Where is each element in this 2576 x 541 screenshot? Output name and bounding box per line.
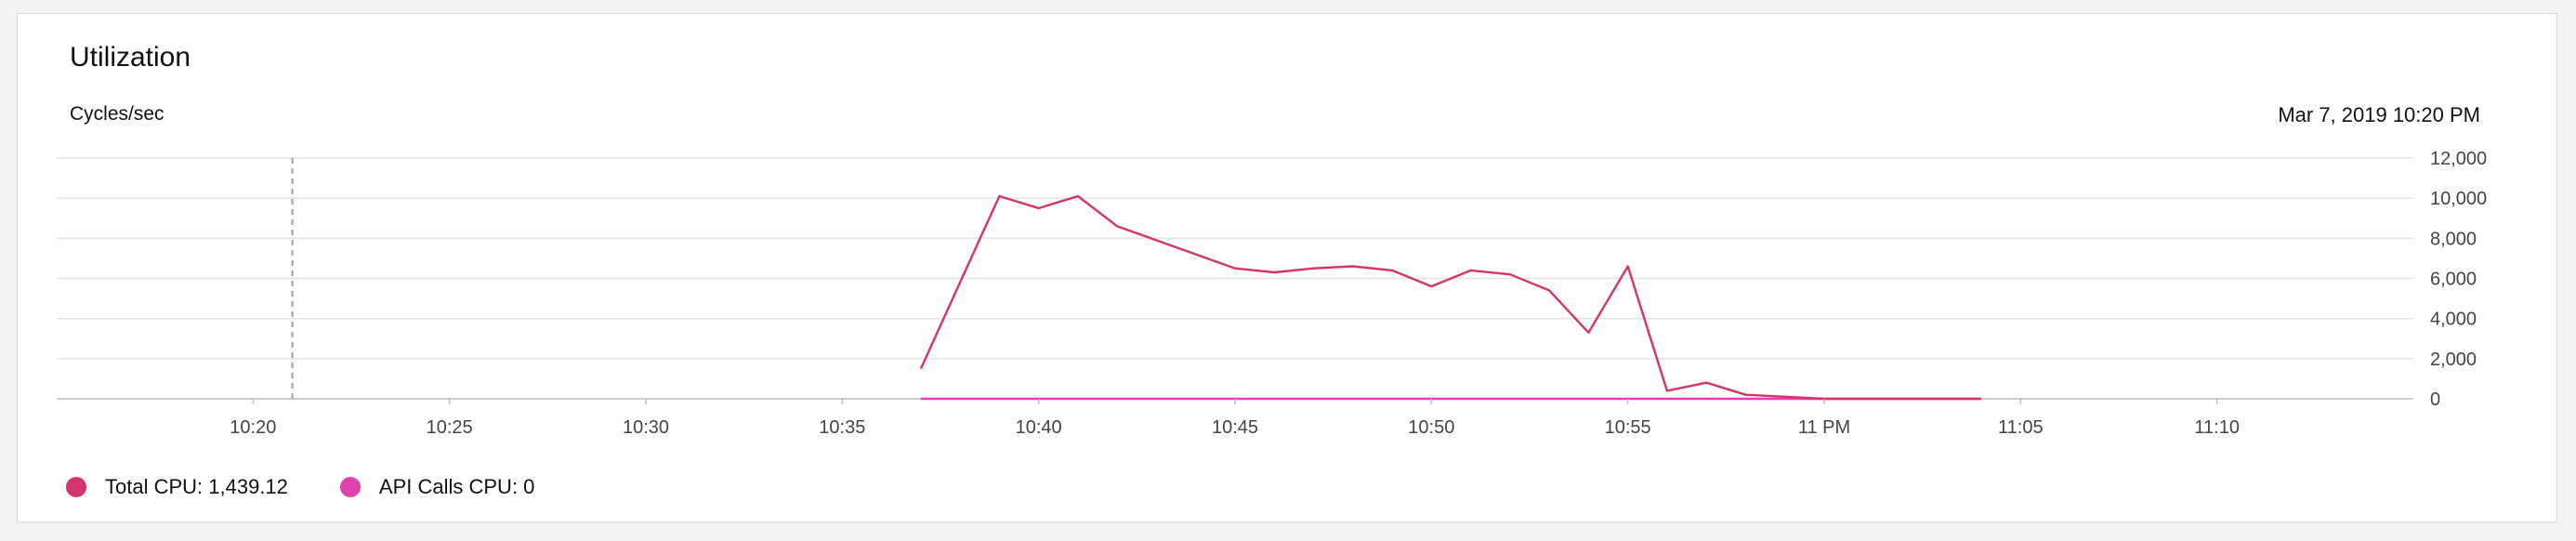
legend-item-api-calls-cpu[interactable]: API Calls CPU: 0	[339, 475, 535, 499]
total-cpu-dot-icon	[66, 477, 86, 497]
x-tick-label: 10:45	[1212, 417, 1258, 438]
timestamp-label: Mar 7, 2019 10:20 PM	[2278, 103, 2480, 126]
y-tick-label: 10,000	[2430, 189, 2487, 209]
y-tick-label: 8,000	[2430, 229, 2477, 249]
series-lines[interactable]	[919, 194, 1982, 401]
legend-item-total-cpu[interactable]: Total CPU: 1,439.12	[66, 475, 288, 499]
y-axis-ticks: 0 2,000 4,000 6,000 8,000 10,000 12,000	[2430, 149, 2487, 410]
x-axis-ticks: 10:20 10:25 10:30 10:35 10:40 10:45 10:50 10:55…	[230, 399, 2240, 438]
y-axis-unit-label: Cycles/sec	[70, 103, 164, 125]
x-tick-label: 10:55	[1605, 417, 1651, 438]
series-line-0[interactable]	[919, 194, 1982, 401]
x-tick-label: 10:20	[230, 417, 276, 438]
x-tick-label: 10:40	[1016, 417, 1062, 438]
y-tick-label: 2,000	[2430, 350, 2477, 370]
api-calls-cpu-dot-icon	[339, 477, 361, 497]
y-tick-label: 4,000	[2430, 310, 2477, 330]
x-tick-label: 10:30	[623, 417, 669, 438]
legend-label-total-cpu: Total CPU: 1,439.12	[105, 475, 288, 498]
x-tick-label: 10:25	[427, 417, 473, 438]
x-tick-label: 11:10	[2194, 417, 2240, 438]
card-title: Utilization	[70, 42, 191, 73]
chart-legend: Total CPU: 1,439.12 API Calls CPU: 0	[66, 475, 586, 499]
legend-label-api-calls-cpu: API Calls CPU: 0	[378, 475, 535, 498]
y-tick-label: 12,000	[2430, 149, 2487, 169]
grid-lines	[57, 157, 2413, 400]
x-tick-label: 10:50	[1408, 417, 1454, 438]
utilization-card: Utilization Cycles/sec Mar 7, 2019 10:20…	[17, 13, 2557, 522]
y-tick-label: 0	[2430, 389, 2440, 410]
x-tick-label: 11 PM	[1798, 417, 1850, 438]
x-tick-label: 10:35	[819, 417, 865, 438]
x-tick-label: 11:05	[1998, 417, 2044, 438]
y-tick-label: 6,000	[2430, 270, 2477, 290]
